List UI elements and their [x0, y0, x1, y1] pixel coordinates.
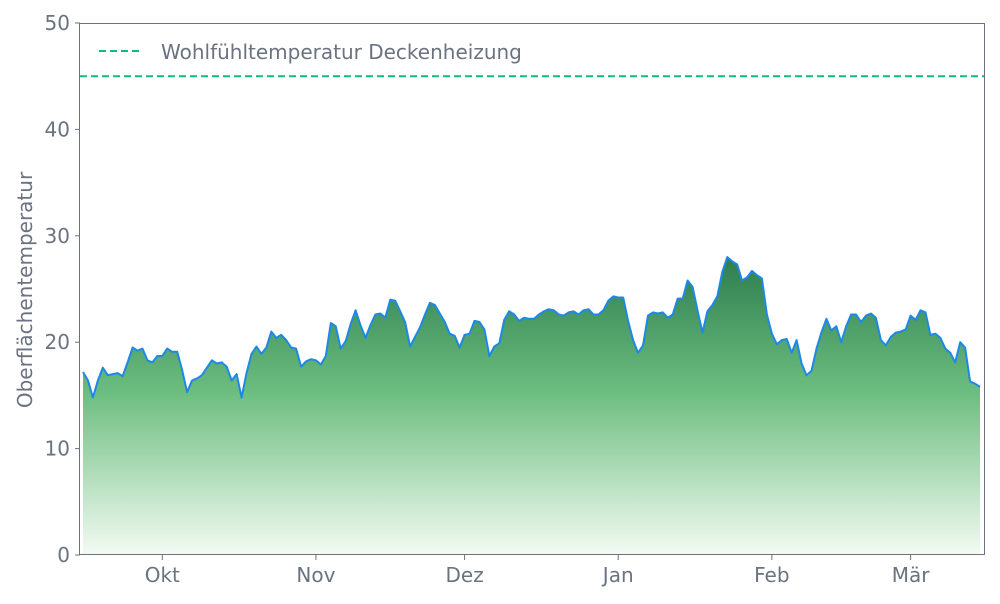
area-fill	[83, 257, 980, 555]
x-tick-label: Okt	[145, 563, 180, 587]
x-tick-label: Nov	[296, 563, 335, 587]
x-tick-label: Jan	[601, 563, 634, 587]
y-tick-label: 0	[57, 543, 70, 567]
y-tick-label: 20	[45, 330, 70, 354]
y-axis-label: Oberflächentemperatur	[13, 171, 37, 408]
x-tick-label: Mär	[892, 563, 931, 587]
legend: Wohlfühltemperatur Deckenheizung	[99, 40, 522, 64]
y-tick-label: 30	[45, 224, 70, 248]
x-tick-label: Feb	[754, 563, 789, 587]
legend-label-reference-line: Wohlfühltemperatur Deckenheizung	[161, 40, 522, 64]
x-tick-label: Dez	[445, 563, 483, 587]
y-tick-label: 10	[45, 437, 70, 461]
y-tick-label: 50	[45, 11, 70, 35]
y-tick-label: 40	[45, 117, 70, 141]
